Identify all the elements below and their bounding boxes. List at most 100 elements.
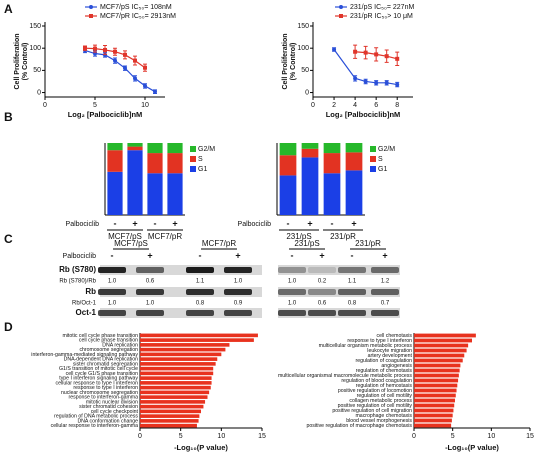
blot-band xyxy=(278,289,306,295)
row-label: Rb/Oct-1 xyxy=(72,301,97,307)
legend-label: G2/M xyxy=(198,146,215,153)
bar-segment xyxy=(127,143,143,147)
blot-band xyxy=(278,267,306,273)
point xyxy=(374,80,379,85)
blot-band xyxy=(308,267,336,273)
bar-segment xyxy=(279,175,297,215)
category-label: positive regulation of macrophage chemot… xyxy=(306,423,412,429)
x-axis-label: -Log₁₀(P value) xyxy=(174,443,228,452)
lane-label: - xyxy=(199,250,202,260)
panel-label: B xyxy=(4,110,13,124)
x-tick-label: 4 xyxy=(353,102,357,109)
point xyxy=(133,76,137,81)
x-tick-label: 5 xyxy=(451,433,455,440)
category-label: mitotic cell cycle phase transition xyxy=(62,333,138,339)
blot-band xyxy=(136,267,164,273)
y-tick-label: 50 xyxy=(33,67,41,74)
blot-band xyxy=(186,310,214,316)
blot-strip xyxy=(100,308,262,318)
category-label: chromosome segregation xyxy=(79,347,138,353)
category-label: G1/S transition of mitotic cell cycle xyxy=(59,366,138,372)
bar-segment xyxy=(345,143,363,153)
y-axis-label: Cell Proliferation xyxy=(14,33,21,89)
bar xyxy=(414,408,454,413)
bar xyxy=(414,368,460,373)
legend-label: MCF7/pS IC₅₀= 108nM xyxy=(100,4,172,11)
category-label: positive regulation of cell migration xyxy=(332,408,412,414)
blot-band xyxy=(278,310,306,316)
legend-label: S xyxy=(378,156,383,163)
legend-marker xyxy=(339,5,343,9)
x-tick-label: - xyxy=(331,218,334,228)
category-label: type I interferon signaling pathway xyxy=(59,376,138,382)
category-label: angiogenesis xyxy=(381,363,412,369)
point xyxy=(332,47,337,52)
ratio: 1.0 xyxy=(288,279,297,285)
row-label: Rb xyxy=(85,287,96,296)
x-axis-label: Log₂ [Palbociclib]nM xyxy=(326,110,401,119)
bar xyxy=(414,343,469,348)
blot-band xyxy=(98,310,126,316)
blot-band xyxy=(371,267,399,273)
lane-label: - xyxy=(111,250,114,260)
bar xyxy=(140,343,230,347)
category-label: Palbociclib xyxy=(238,221,272,228)
point xyxy=(143,83,147,88)
group-label: MCF7/pS xyxy=(108,232,142,241)
category-label: nuclear chromosome segregation xyxy=(61,390,138,396)
bar-segment xyxy=(107,171,123,215)
category-label: multicellular organism metabolic process xyxy=(319,343,413,349)
row-label: Rb (S780) xyxy=(59,265,96,274)
category-label: regulation of coagulation xyxy=(355,358,412,364)
blot-band xyxy=(338,310,366,316)
category-label: regulation of chemotaxis xyxy=(356,368,413,374)
blot-band xyxy=(308,289,336,295)
y-axis-label: Cell Proliferation xyxy=(282,33,289,89)
bar xyxy=(414,373,459,378)
bar xyxy=(140,357,218,361)
legend-label: S xyxy=(198,156,203,163)
category-label: interferon-gamma-mediated signaling path… xyxy=(31,352,138,358)
blot-strip xyxy=(100,265,262,275)
legend-swatch xyxy=(190,146,196,152)
bar xyxy=(414,388,457,393)
legend-label: G1 xyxy=(198,166,207,173)
lane-label: + xyxy=(235,250,240,260)
bar xyxy=(140,381,212,385)
x-tick-label: 10 xyxy=(141,102,149,109)
group-label: MCF7/pS xyxy=(114,239,148,248)
category-label: collagen metabolic process xyxy=(349,398,412,404)
bar xyxy=(140,347,226,352)
ratio: 1.2 xyxy=(381,279,390,285)
point xyxy=(353,76,358,81)
x-tick-label: - xyxy=(114,218,117,228)
bar-segment xyxy=(301,157,319,215)
category-label: multicellular organismal macromolecule m… xyxy=(278,373,412,379)
x-tick-label: + xyxy=(307,218,312,228)
ratio: 0.6 xyxy=(146,279,155,285)
row-label: Oct-1 xyxy=(76,308,97,317)
x-tick-label: 8 xyxy=(395,102,399,109)
point xyxy=(153,89,157,94)
legend-marker xyxy=(89,5,93,9)
x-axis-label: -Log₁₀(P value) xyxy=(445,443,499,452)
blot-band xyxy=(186,267,214,273)
bar-segment xyxy=(167,173,183,215)
legend-label: MCF7/pR IC₅₀= 2913nM xyxy=(100,13,176,20)
point xyxy=(384,80,389,85)
bar xyxy=(140,390,210,395)
legend-swatch xyxy=(190,156,196,162)
bar-segment xyxy=(127,150,143,215)
bar xyxy=(140,409,201,414)
bar xyxy=(140,400,206,404)
bar-segment xyxy=(323,143,341,154)
bar xyxy=(140,419,199,423)
legend-swatch xyxy=(190,166,196,172)
bar-segment xyxy=(147,153,163,174)
bar xyxy=(414,378,459,383)
group-label: 231/pS xyxy=(286,232,311,241)
bar-segment xyxy=(279,143,297,156)
y-tick-label: 50 xyxy=(301,67,309,74)
panel-label: D xyxy=(4,320,13,334)
